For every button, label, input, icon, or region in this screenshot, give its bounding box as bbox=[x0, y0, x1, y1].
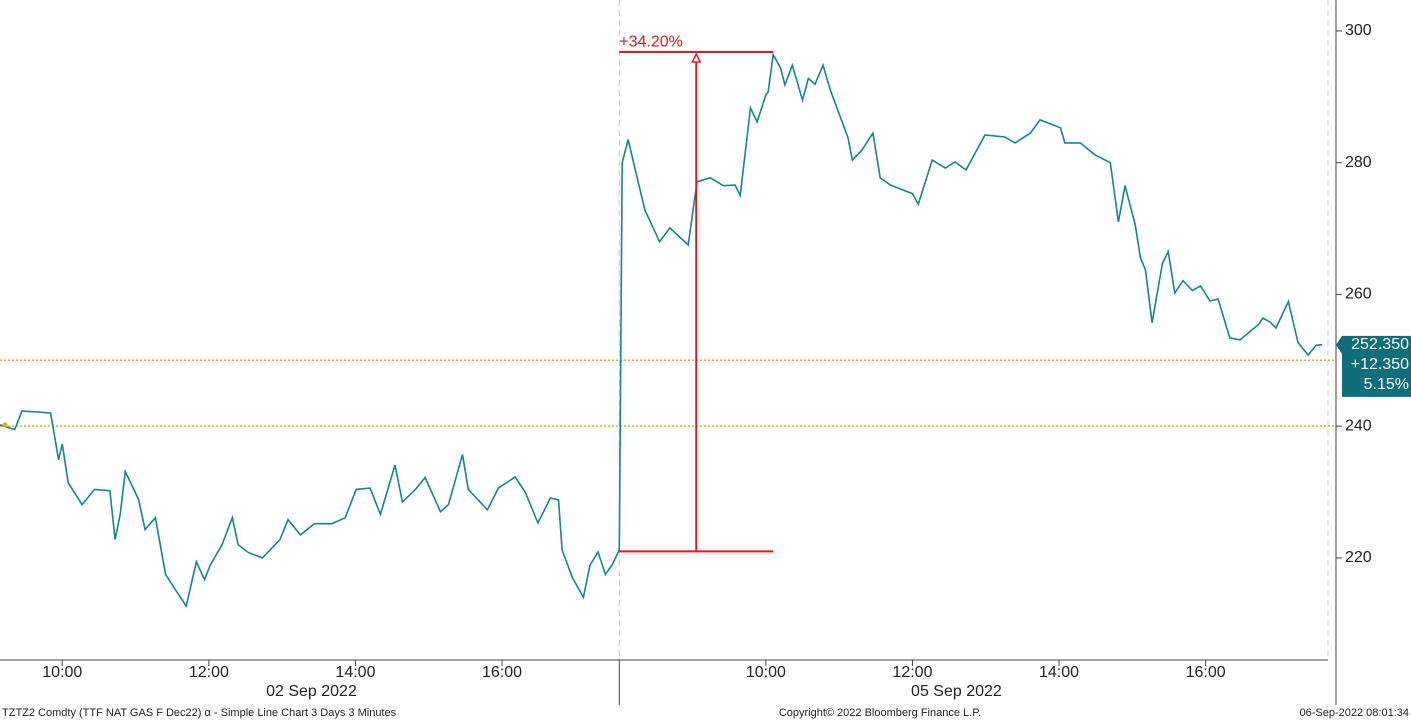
x-tick-label: 10:00 bbox=[42, 664, 82, 681]
y-tick-label: 300 bbox=[1345, 22, 1372, 39]
last-value-box bbox=[1336, 335, 1411, 397]
footer-copyright: Copyright© 2022 Bloomberg Finance L.P. bbox=[779, 707, 981, 719]
y-tick-label: 220 bbox=[1345, 549, 1372, 566]
x-tick-label: 10:00 bbox=[746, 664, 786, 681]
x-tick-label: 12:00 bbox=[892, 664, 932, 681]
session-label: 02 Sep 2022 bbox=[266, 683, 357, 700]
measure-arrow bbox=[691, 52, 702, 63]
price-line bbox=[0, 52, 1323, 608]
y-tick-label: 260 bbox=[1345, 286, 1372, 303]
x-tick-label: 16:00 bbox=[1186, 664, 1226, 681]
measure-label: +34.20% bbox=[619, 33, 683, 50]
session-label: 05 Sep 2022 bbox=[911, 683, 1002, 700]
change-label: 5.15% bbox=[1364, 376, 1409, 393]
x-tick-label: 12:00 bbox=[189, 664, 229, 681]
y-tick-label: 240 bbox=[1345, 417, 1372, 434]
change-label: +12.350 bbox=[1351, 356, 1409, 373]
footer-security: TZTZ2 Comdty (TTF NAT GAS F Dec22) α - S… bbox=[2, 707, 397, 719]
y-tick-label: 280 bbox=[1345, 154, 1372, 171]
x-tick-label: 16:00 bbox=[482, 664, 522, 681]
last-value-label: 252.350 bbox=[1351, 336, 1409, 353]
start-dot bbox=[2, 422, 8, 428]
x-tick-label: 14:00 bbox=[1039, 664, 1079, 681]
x-tick-label: 14:00 bbox=[335, 664, 375, 681]
footer-timestamp: 06-Sep-2022 08:01:34 bbox=[1300, 707, 1409, 719]
